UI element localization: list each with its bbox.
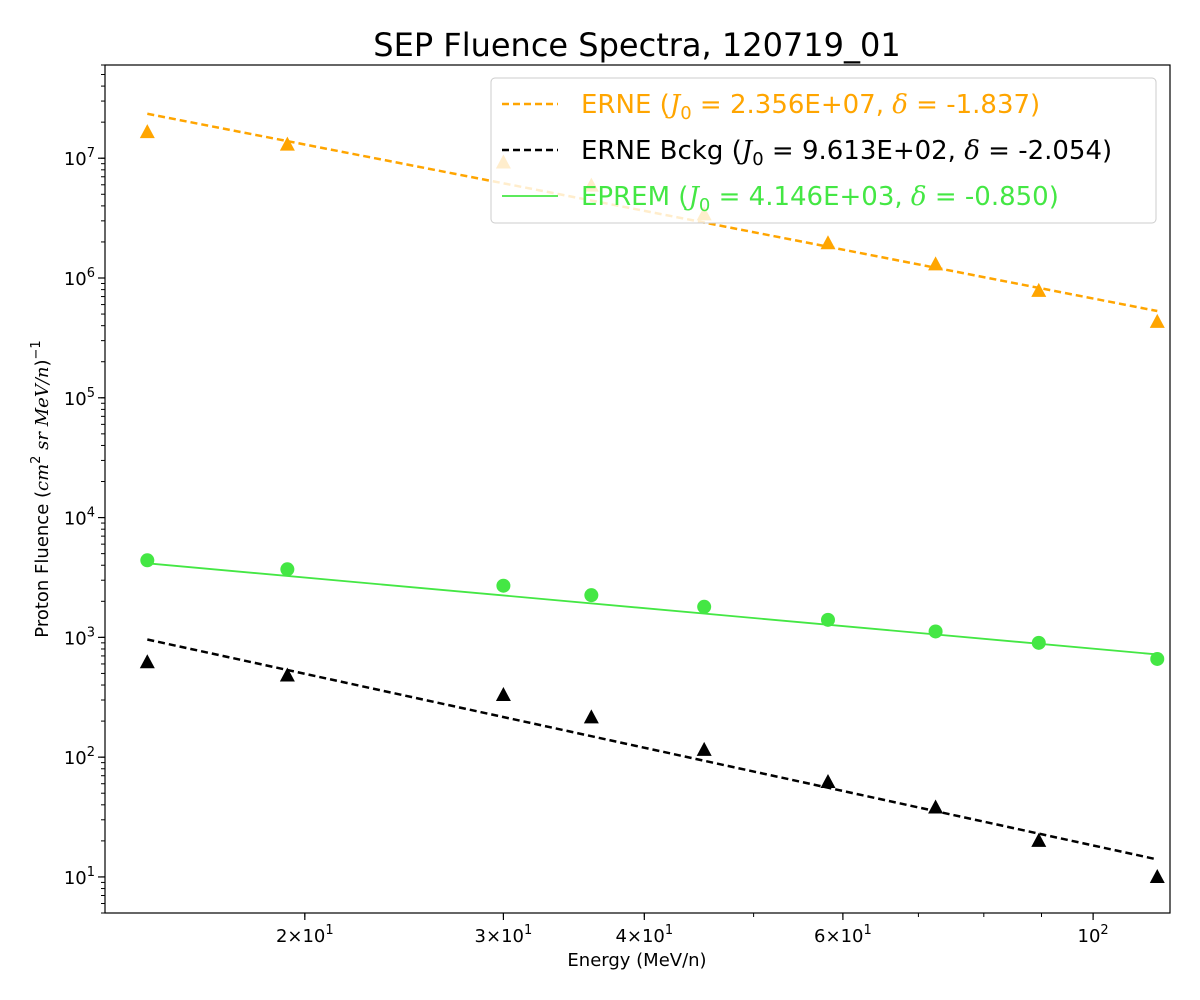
plot-area-frame [104,64,1171,914]
data-point [696,741,712,756]
y-tick-label: 105 [64,386,95,410]
legend-label: ERNE Bckg (J0 = 9.613E+02, δ = -2.054) [581,136,1112,170]
data-point [1149,313,1165,328]
data-point [928,799,944,814]
legend-entries: ERNE (J0 = 2.356E+07, δ = -1.837) ERNE Bc… [502,90,1112,216]
y-tick-label: 101 [64,865,95,889]
data-point [820,612,835,627]
data-point [583,709,599,724]
data-point [928,256,944,271]
x-axis-label: Energy (MeV/n) [567,950,706,971]
data-markers [139,124,1165,883]
y-tick-label: 106 [64,266,95,290]
data-point [1031,635,1046,650]
fit-line [147,638,1158,861]
data-point [140,553,155,568]
legend: ERNE (J0 = 2.356E+07, δ = -1.837) ERNE Bc… [490,77,1157,224]
x-tick-label: 4×101 [615,923,673,947]
fit-lines [147,112,1158,861]
data-point [820,235,836,250]
chart-title: SEP Fluence Spectra, 120719_01 [373,26,900,64]
x-tick-label: 102 [1078,923,1109,947]
data-point [584,588,599,603]
data-point [495,687,511,702]
fit-line [147,112,1158,313]
data-point [280,562,295,577]
x-tick-label: 2×101 [276,923,334,947]
data-point [820,774,836,789]
y-axis: 101 102 103 104 105 106 107 [64,64,105,914]
fit-line [147,562,1158,656]
data-point [139,124,155,139]
legend-label: EPREM (J0 = 4.146E+03, δ = -0.850) [581,182,1059,216]
data-point [1031,832,1047,847]
y-axis-label: Proton Fluence (cm2 sr MeV/n)−1 [29,340,53,637]
x-tick-label: 6×101 [814,923,872,947]
x-axis: 2×101 3×101 4×101 6×101 102 [276,913,1109,947]
data-point [279,136,295,151]
data-point [1031,282,1047,297]
data-point [496,578,511,593]
y-tick-label: 104 [64,506,95,530]
legend-box [490,77,1157,224]
data-point [1149,868,1165,883]
y-tick-label: 103 [64,625,95,649]
x-tick-label: 3×101 [475,923,533,947]
data-point [279,667,295,682]
data-point [697,599,712,614]
data-point [1150,651,1165,666]
data-point [928,624,943,639]
y-tick-label: 102 [64,745,95,769]
data-point [139,654,155,669]
legend-label: ERNE (J0 = 2.356E+07, δ = -1.837) [581,90,1040,124]
y-tick-label: 107 [64,146,95,170]
